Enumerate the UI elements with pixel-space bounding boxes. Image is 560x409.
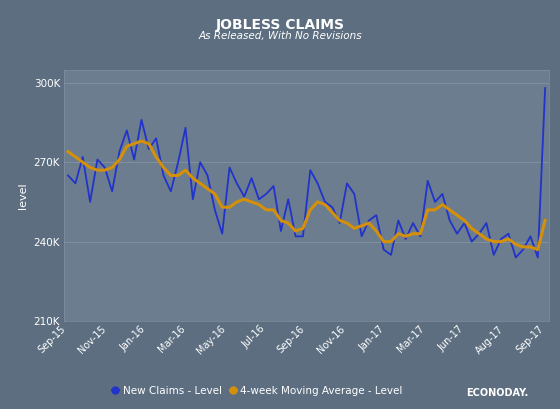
Y-axis label: level: level bbox=[18, 182, 28, 209]
Text: As Released, With No Revisions: As Released, With No Revisions bbox=[198, 31, 362, 40]
Legend: New Claims - Level, 4-week Moving Average - Level: New Claims - Level, 4-week Moving Averag… bbox=[108, 381, 407, 400]
Text: ECONODAY.: ECONODAY. bbox=[466, 388, 528, 398]
Text: JOBLESS CLAIMS: JOBLESS CLAIMS bbox=[216, 18, 344, 32]
